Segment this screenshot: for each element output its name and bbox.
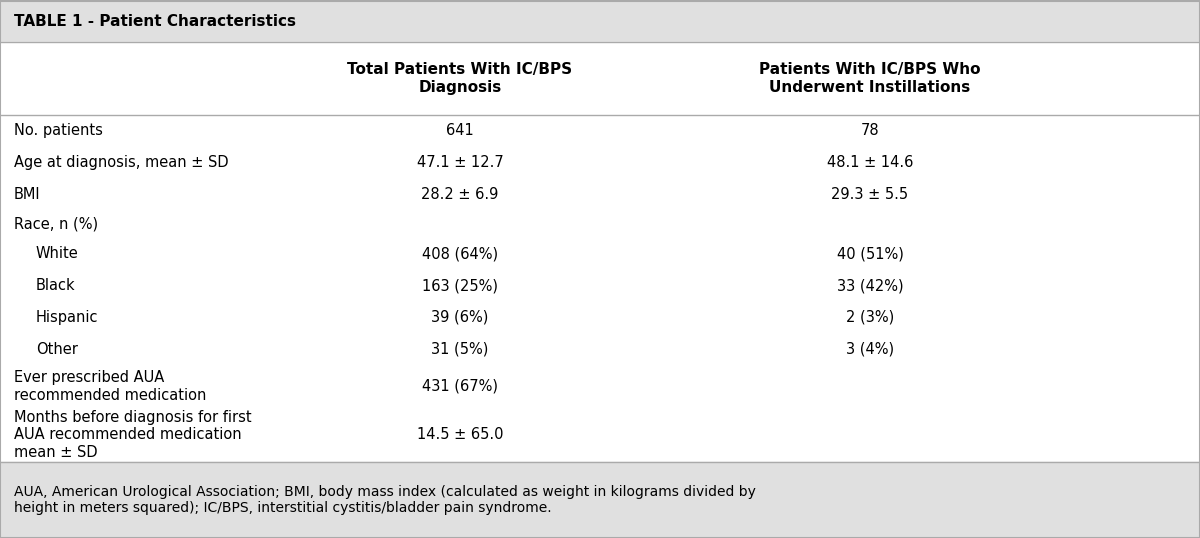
Text: AUA, American Urological Association; BMI, body mass index (calculated as weight: AUA, American Urological Association; BM…: [14, 485, 756, 515]
Text: 3 (4%): 3 (4%): [846, 342, 894, 357]
Text: 39 (6%): 39 (6%): [431, 310, 488, 325]
Text: Race, n (%): Race, n (%): [14, 217, 98, 232]
Text: Months before diagnosis for first
AUA recommended medication
mean ± SD: Months before diagnosis for first AUA re…: [14, 410, 252, 459]
Text: 48.1 ± 14.6: 48.1 ± 14.6: [827, 155, 913, 171]
Text: 47.1 ± 12.7: 47.1 ± 12.7: [416, 155, 503, 171]
Text: 31 (5%): 31 (5%): [431, 342, 488, 357]
Text: 2 (3%): 2 (3%): [846, 310, 894, 325]
Text: Black: Black: [36, 278, 76, 293]
Text: Other: Other: [36, 342, 78, 357]
Text: 408 (64%): 408 (64%): [422, 246, 498, 261]
Text: No. patients: No. patients: [14, 123, 103, 138]
Text: Age at diagnosis, mean ± SD: Age at diagnosis, mean ± SD: [14, 155, 229, 171]
Text: 14.5 ± 65.0: 14.5 ± 65.0: [416, 427, 503, 442]
Text: 163 (25%): 163 (25%): [422, 278, 498, 293]
Text: 33 (42%): 33 (42%): [836, 278, 904, 293]
Text: 78: 78: [860, 123, 880, 138]
Text: White: White: [36, 246, 79, 261]
Text: Total Patients With IC/BPS
Diagnosis: Total Patients With IC/BPS Diagnosis: [348, 62, 572, 95]
Text: 431 (67%): 431 (67%): [422, 379, 498, 394]
Text: Hispanic: Hispanic: [36, 310, 98, 325]
Text: 28.2 ± 6.9: 28.2 ± 6.9: [421, 187, 499, 202]
Text: Ever prescribed AUA
recommended medication: Ever prescribed AUA recommended medicati…: [14, 370, 206, 402]
Text: TABLE 1 - Patient Characteristics: TABLE 1 - Patient Characteristics: [14, 13, 296, 29]
Text: BMI: BMI: [14, 187, 41, 202]
Text: 40 (51%): 40 (51%): [836, 246, 904, 261]
Text: 641: 641: [446, 123, 474, 138]
Text: Patients With IC/BPS Who
Underwent Instillations: Patients With IC/BPS Who Underwent Insti…: [760, 62, 980, 95]
Text: 29.3 ± 5.5: 29.3 ± 5.5: [832, 187, 908, 202]
